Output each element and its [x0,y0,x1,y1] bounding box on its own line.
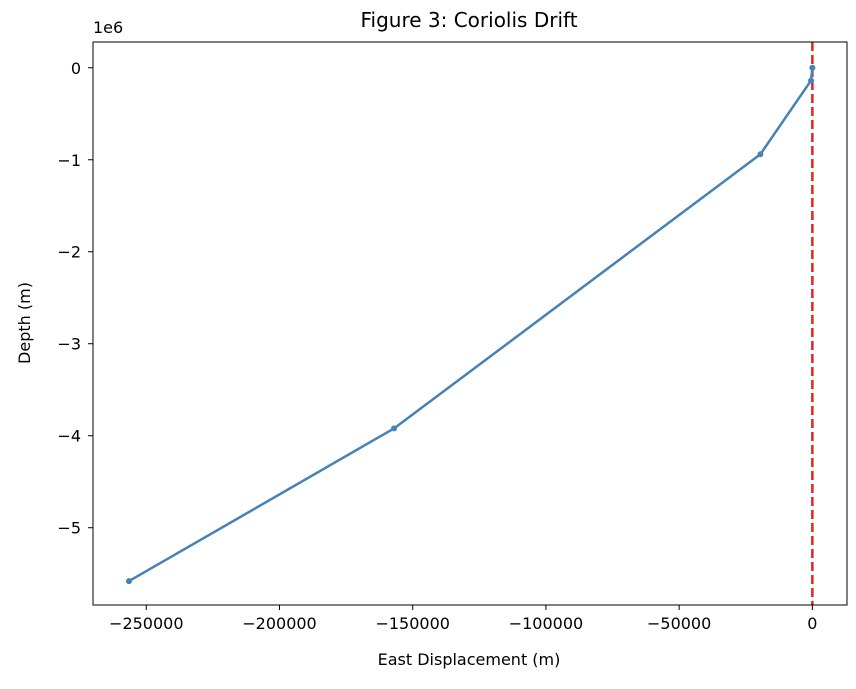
data-point [125,578,132,585]
y-tick-label: −3 [57,335,81,354]
x-tick-label: −100000 [509,614,583,633]
x-tick-label: −50000 [647,614,711,633]
x-tick-label: 0 [807,614,817,633]
y-tick-label: −2 [57,243,81,262]
y-tick-label: −5 [57,519,81,538]
y-axis-label: Depth (m) [15,282,34,364]
x-tick-label: −150000 [375,614,449,633]
x-tick-label: −200000 [242,614,316,633]
y-axis-ticks: 0 −1 −2 −3 −4 −5 [57,59,93,538]
series-layer [125,64,816,585]
x-tick-label: −250000 [109,614,183,633]
data-point [391,425,398,432]
x-axis-label: East Displacement (m) [378,650,561,669]
data-point [809,64,816,71]
y-tick-label: 0 [71,59,81,78]
y-tick-label: −1 [57,151,81,170]
plot-frame [92,41,848,606]
y-axis-offset-label: 1e6 [93,18,123,37]
y-tick-label: −4 [57,427,81,446]
chart-title: Figure 3: Coriolis Drift [360,8,577,32]
data-point [808,77,815,84]
data-point [757,151,764,158]
x-axis-ticks: −250000 −200000 −150000 −100000 −50000 0 [109,605,817,633]
